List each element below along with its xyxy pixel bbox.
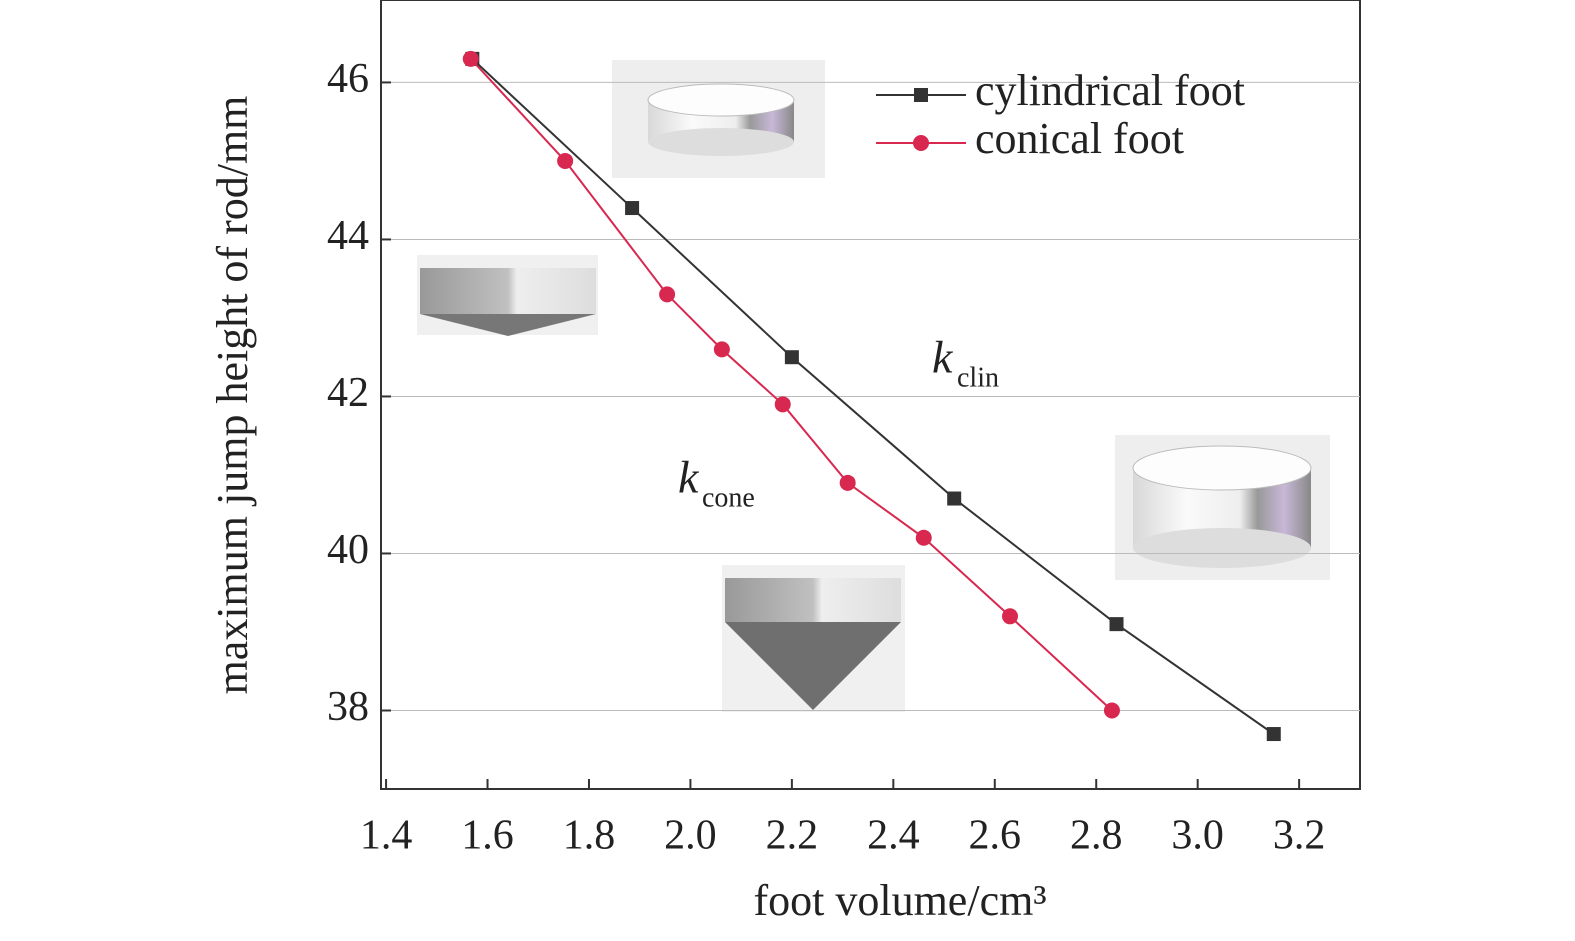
inset-cylinder-top — [647, 83, 795, 117]
inset-cylinder-base — [1133, 528, 1311, 568]
x-tick-label: 2.8 — [1070, 813, 1123, 859]
series-line — [471, 58, 1275, 735]
point — [784, 350, 799, 365]
inset-cone-tip — [420, 314, 596, 336]
legend-marker — [914, 88, 928, 102]
y-tick-label: 38 — [327, 684, 369, 730]
point — [915, 529, 932, 546]
point — [1001, 608, 1018, 625]
x-tick-label: 1.8 — [563, 813, 616, 859]
x-tick-label: 2.0 — [664, 813, 717, 859]
x-tick-label: 2.4 — [867, 813, 920, 859]
inset-cone-body — [725, 578, 901, 622]
x-tick-label: 3.2 — [1273, 813, 1326, 859]
x-tick-label: 3.0 — [1171, 813, 1224, 859]
y-axis-label: maximum jump height of rod/mm — [208, 96, 257, 695]
y-tick-label: 44 — [327, 213, 369, 259]
inset-cone-tip — [725, 622, 901, 710]
point — [659, 286, 676, 303]
point — [557, 152, 574, 169]
inset-cylinder-top — [1132, 445, 1312, 491]
point — [774, 396, 791, 413]
plot-frame — [380, 0, 1361, 790]
annotation: k — [678, 452, 700, 503]
y-tick-label: 46 — [327, 56, 369, 102]
legend-label: cylindrical foot — [975, 66, 1245, 115]
x-tick-label: 1.4 — [360, 813, 413, 859]
point — [625, 201, 640, 216]
point — [1103, 702, 1120, 719]
annotation: k — [932, 332, 954, 383]
inset-cylinder-base — [648, 128, 794, 156]
y-tick-label: 42 — [327, 370, 369, 416]
legend-label: conical foot — [975, 114, 1184, 163]
x-tick-label: 2.2 — [766, 813, 819, 859]
annotation-sub: clin — [957, 362, 999, 393]
x-tick-label: 1.6 — [461, 813, 514, 859]
inset-cone-body — [420, 268, 596, 314]
point — [462, 50, 479, 67]
point — [1266, 727, 1281, 742]
point — [1109, 617, 1124, 632]
point — [713, 341, 730, 358]
legend-marker — [913, 135, 929, 151]
point — [839, 474, 856, 491]
insets — [417, 60, 1330, 712]
x-axis-label: foot volume/cm³ — [753, 876, 1046, 925]
y-tick-label: 40 — [327, 527, 369, 573]
point — [947, 491, 962, 506]
x-tick-label: 2.6 — [969, 813, 1022, 859]
annotation-sub: cone — [702, 482, 755, 513]
